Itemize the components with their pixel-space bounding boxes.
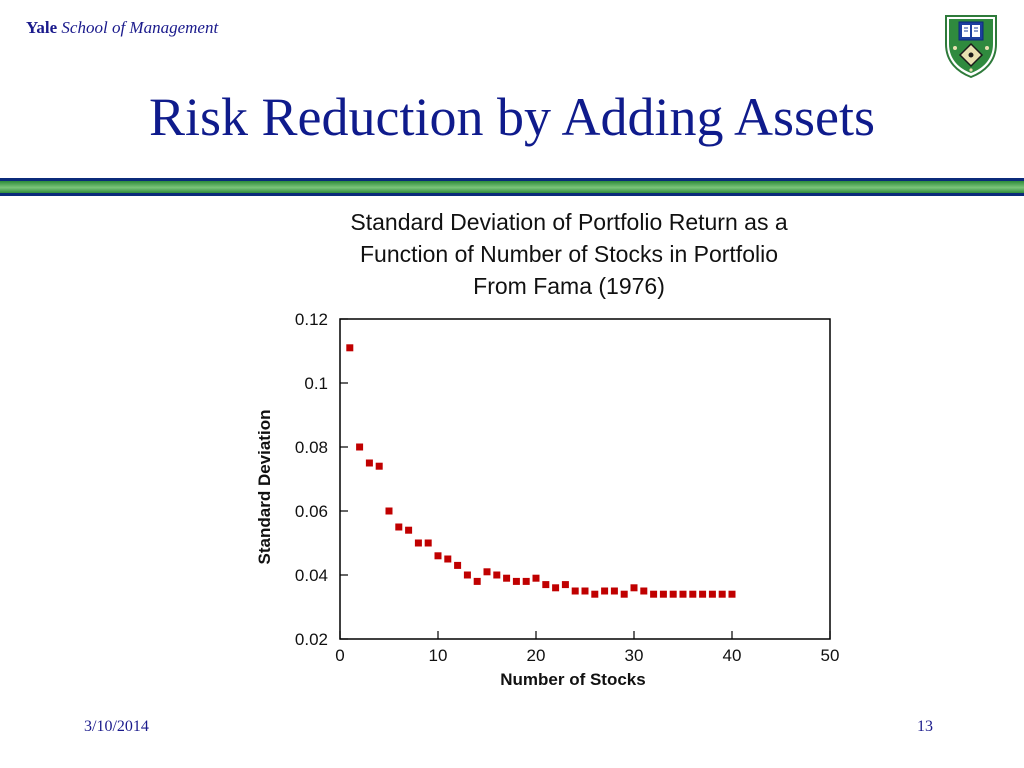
data-point (689, 590, 697, 598)
data-point (620, 590, 628, 598)
data-point (493, 571, 501, 579)
data-point (356, 443, 364, 451)
y-tick-label: 0.02 (295, 630, 328, 649)
x-tick-label: 50 (821, 646, 840, 665)
y-tick-label: 0.04 (295, 566, 328, 585)
data-point (375, 462, 383, 470)
data-point (659, 590, 667, 598)
data-point (542, 581, 550, 589)
data-point (552, 584, 560, 592)
data-point (718, 590, 726, 598)
data-point (650, 590, 658, 598)
data-point (346, 344, 354, 352)
header-rule-green (0, 181, 1024, 193)
data-point (571, 587, 579, 595)
data-point (503, 574, 511, 582)
x-tick-label: 0 (335, 646, 344, 665)
data-point (561, 581, 569, 589)
x-tick-label: 20 (527, 646, 546, 665)
chart-title-line: Function of Number of Stocks in Portfoli… (360, 241, 778, 267)
header-rule-bottom (0, 193, 1024, 196)
x-axis-label: Number of Stocks (500, 670, 645, 689)
brand-wordmark: Yale School of Management (26, 18, 218, 38)
x-axis: 0 10 20 30 40 50 (335, 631, 839, 665)
plot-frame (339, 318, 831, 640)
y-axis: 0.02 0.04 0.06 0.08 0.1 0.12 (295, 310, 348, 649)
data-point (532, 574, 540, 582)
y-tick-label: 0.12 (295, 310, 328, 329)
y-axis-label: Standard Deviation (255, 410, 274, 565)
data-point (630, 584, 638, 592)
data-point (708, 590, 716, 598)
y-tick-label: 0.1 (304, 374, 328, 393)
chart-title-line: From Fama (1976) (473, 273, 665, 299)
data-point (414, 539, 422, 547)
data-point (728, 590, 736, 598)
data-point (699, 590, 707, 598)
data-point (405, 526, 413, 534)
x-tick-label: 30 (625, 646, 644, 665)
slide-title: Risk Reduction by Adding Assets (148, 87, 876, 147)
data-point (581, 587, 589, 595)
footer-date: 3/10/2014 (84, 718, 149, 735)
data-point (444, 555, 452, 563)
data-point (591, 590, 599, 598)
data-point (395, 523, 403, 531)
y-tick-label: 0.06 (295, 502, 328, 521)
x-tick-label: 40 (723, 646, 742, 665)
data-point (522, 577, 530, 585)
data-point (610, 587, 618, 595)
data-point (679, 590, 687, 598)
data-point (669, 590, 677, 598)
data-point (424, 539, 432, 547)
yale-shield-icon (945, 15, 997, 78)
chart-title: Standard Deviation of Portfolio Return a… (350, 209, 787, 299)
chart-title-line: Standard Deviation of Portfolio Return a… (350, 209, 787, 235)
data-point (601, 587, 609, 595)
data-point (640, 587, 648, 595)
scatter-chart: Standard Deviation of Portfolio Return a… (255, 209, 839, 689)
y-tick-label: 0.08 (295, 438, 328, 457)
data-point (473, 577, 481, 585)
brand-school: School of Management (61, 18, 219, 37)
data-point (483, 568, 491, 576)
data-point (365, 459, 373, 467)
data-point (385, 507, 393, 515)
data-points (346, 344, 736, 598)
footer-page-number: 13 (917, 718, 933, 735)
data-point (512, 577, 520, 585)
x-tick-label: 10 (429, 646, 448, 665)
data-point (463, 571, 471, 579)
brand-yale: Yale (26, 18, 58, 37)
header-rule-top (0, 178, 1024, 181)
data-point (454, 561, 462, 569)
data-point (434, 552, 442, 560)
